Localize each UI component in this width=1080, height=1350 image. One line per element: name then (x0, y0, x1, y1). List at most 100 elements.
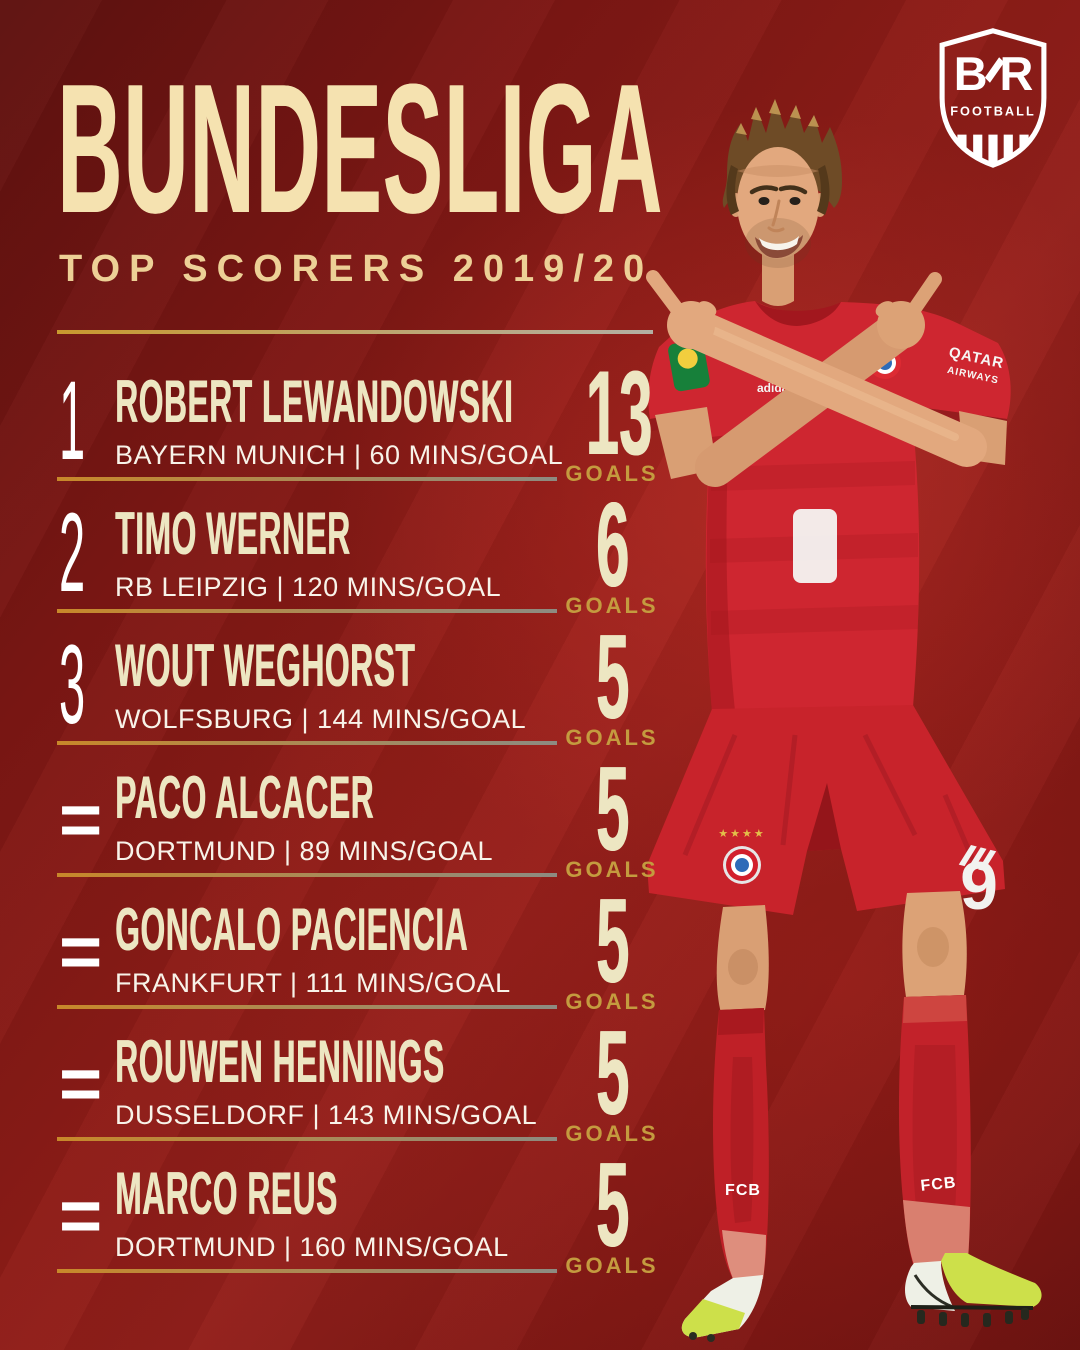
row-divider (57, 477, 557, 481)
player-name: PACO ALCACER (115, 764, 374, 831)
sock-right-text: FCB (920, 1174, 957, 1195)
br-football-logo: B R FOOTBALL (939, 28, 1047, 168)
forearm-front (677, 309, 987, 467)
shorts-brand-stripes (958, 845, 997, 871)
goals-block: 6 GOALS (552, 485, 672, 619)
rank-label: 2 (59, 490, 86, 615)
boot-left-stud2 (707, 1334, 715, 1342)
sock-left (713, 1008, 769, 1283)
hair-side-right (817, 165, 830, 215)
finger-right (902, 272, 942, 324)
row-divider (57, 873, 557, 877)
player-name: MARCO REUS (115, 1160, 338, 1227)
neck (762, 247, 794, 306)
goals-block: 5 GOALS (552, 1006, 672, 1147)
row-divider (57, 1005, 557, 1009)
jersey (648, 301, 1011, 713)
forearm-highlight (711, 327, 959, 441)
goals-count: 5 (595, 874, 629, 1008)
logo-label: FOOTBALL (950, 103, 1036, 118)
row-divider (57, 1137, 557, 1141)
scorer-row: 1 ROBERT LEWANDOWSKI BAYERN MUNICH | 60 … (57, 353, 673, 501)
goals-label: GOALS (565, 989, 659, 1014)
boot-right-sole (910, 1305, 1034, 1310)
goals-count: 5 (595, 1006, 629, 1140)
goals-block: 5 GOALS (552, 874, 672, 1015)
goals-block: 5 GOALS (552, 1145, 672, 1279)
goals-block: 13 GOALS (552, 353, 672, 487)
row-divider (57, 609, 557, 613)
rank-label: 1 (59, 358, 86, 483)
player-name: ROBERT LEWANDOWSKI (115, 368, 514, 435)
logo-slash-icon (984, 57, 1005, 83)
header-divider (57, 330, 653, 334)
player-detail: BAYERN MUNICH | 60 MINS/GOAL (115, 440, 564, 470)
eyebrow-left (749, 185, 779, 195)
crest-stars: ★★★★ (718, 828, 765, 840)
player-detail: DUSSELDORF | 143 MINS/GOAL (115, 1100, 538, 1130)
stubble (745, 218, 811, 268)
rank-label: 3 (59, 622, 86, 747)
nose (767, 199, 785, 233)
sock-left-cuff (718, 1008, 764, 1035)
hair-highlights (736, 99, 819, 135)
goals-label: GOALS (565, 461, 659, 486)
finger-left (646, 270, 690, 324)
boot-right (941, 1253, 1042, 1307)
rank-label: = (59, 1174, 103, 1257)
player-name: WOUT WEGHORST (115, 632, 416, 699)
boot-right-heel (905, 1261, 955, 1311)
player-detail: DORTMUND | 160 MINS/GOAL (115, 1232, 509, 1262)
jersey-shadow (706, 435, 735, 713)
ankle-right (903, 1200, 970, 1265)
sock-right-cuff (903, 995, 967, 1023)
knee-left-shade (728, 949, 758, 985)
knee-right-shade (917, 927, 949, 967)
logo-letter-r: R (1000, 48, 1034, 100)
scorer-row: 3 WOUT WEGHORST WOLFSBURG | 144 MINS/GOA… (57, 617, 673, 765)
player-detail: FRANKFURT | 111 MINS/GOAL (115, 968, 511, 998)
player-detail: RB LEIPZIG | 120 MINS/GOAL (115, 572, 502, 602)
goals-block: 5 GOALS (552, 742, 672, 883)
goals-label: GOALS (565, 725, 659, 750)
goals-label: GOALS (565, 857, 659, 882)
eye-left (758, 197, 770, 205)
row-divider (57, 1269, 557, 1273)
jersey-collar (755, 301, 841, 326)
shorts-shadow (807, 783, 841, 851)
player-name: GONCALO PACIENCIA (115, 896, 468, 963)
scorer-row: 2 TIMO WERNER RB LEIPZIG | 120 MINS/GOAL… (57, 485, 673, 633)
shorts-crest: ★★★★ (718, 828, 765, 884)
row-divider (57, 741, 557, 745)
rank-label: = (59, 778, 103, 861)
ankle-left (722, 1230, 766, 1283)
goals-label: GOALS (565, 1253, 659, 1278)
sock-left-shade (730, 1057, 754, 1223)
shorts-folds (682, 733, 978, 866)
hair-side-left (726, 165, 739, 215)
goals-count: 5 (595, 742, 629, 876)
eye-right (789, 197, 801, 205)
sock-right-shade (912, 1045, 957, 1215)
bundesliga-patch (668, 339, 710, 392)
goals-label: GOALS (565, 1121, 659, 1146)
player-name: ROUWEN HENNINGS (115, 1028, 445, 1095)
scorer-row: = ROUWEN HENNINGS DUSSELDORF | 143 MINS/… (57, 1013, 673, 1161)
player-detail: DORTMUND | 89 MINS/GOAL (115, 836, 494, 866)
player-photo: adidas QATAR AIRWAYS ★★★★ 9 (646, 99, 1042, 1342)
boot-left-stud (689, 1332, 697, 1340)
scorer-row: = PACO ALCACER DORTMUND | 89 MINS/GOAL 5… (57, 749, 673, 897)
player-detail: WOLFSBURG | 144 MINS/GOAL (115, 704, 527, 734)
goals-count: 5 (595, 610, 629, 744)
rank-label: = (59, 910, 103, 993)
sock-left-text: FCB (725, 1182, 761, 1199)
player-name: TIMO WERNER (115, 500, 351, 567)
rank-label: = (59, 1042, 103, 1125)
goals-block: 5 GOALS (552, 610, 672, 751)
eyebrow-right (778, 185, 808, 195)
logo-letter-b: B (954, 48, 988, 100)
front-sponsor-hint (793, 509, 837, 583)
goals-label: GOALS (565, 593, 659, 618)
page-subtitle: TOP SCORERS 2019/20 (59, 248, 654, 290)
